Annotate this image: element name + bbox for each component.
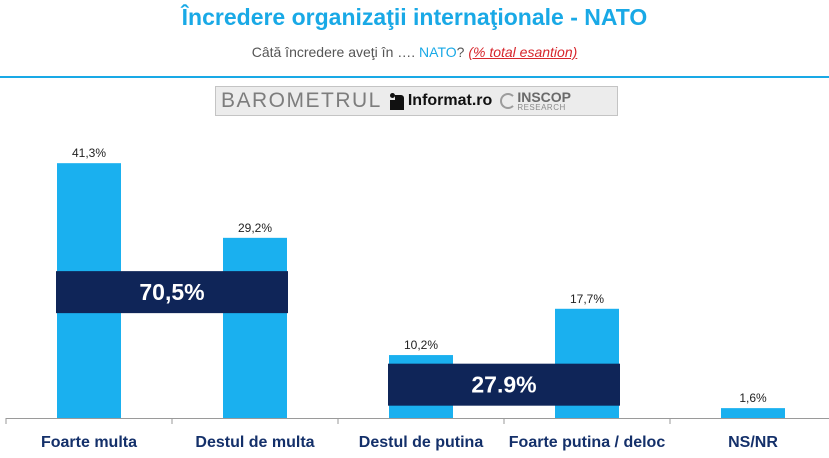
banner-informat: Informat.ro [407,92,493,109]
category-label: Destul de multa [195,434,314,451]
data-label: 10,2% [404,338,438,352]
subtitle-highlight: NATO [419,44,457,60]
annotation-box [56,271,288,314]
inscop-logo: INSCOP RESEARCH [517,90,571,112]
banner-inscop: INSCOP [517,89,571,105]
data-label: 1,6% [739,391,767,405]
annotation-label: 27.9% [471,372,536,398]
subtitle-question-mark: ? [456,44,465,60]
chart-title: Încredere organizaţii internaţionale - N… [181,4,648,30]
banner-research: RESEARCH [517,103,566,112]
category-label: Foarte putina / deloc [509,434,666,451]
bar [223,237,287,418]
data-label: 41,3% [72,146,106,160]
data-label: 17,7% [570,292,604,306]
annotation-box [388,363,620,406]
category-label: Foarte multa [41,434,137,451]
banner-barometrul: BAROMETRUL [221,89,382,112]
category-label: NS/NR [728,434,778,451]
informat-logo-icon [389,92,404,110]
data-label: 29,2% [238,221,272,235]
subtitle-note: (% total esantion) [468,44,578,60]
bar [721,408,785,418]
category-label: Destul de putina [359,434,484,451]
inscop-logo-icon [500,93,517,109]
subtitle-question: Câtă încredere aveţi în …. [251,44,416,60]
annotation-label: 70,5% [139,279,204,305]
header-divider [0,76,829,78]
sponsor-banner: BAROMETRUL Informat.ro INSCOP RESEARCH [215,86,618,116]
chart-subtitle: Câtă încredere aveţi în …. NATO? (% tota… [0,44,829,60]
